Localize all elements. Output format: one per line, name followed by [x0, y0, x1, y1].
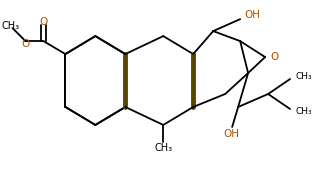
Text: CH₃: CH₃ — [1, 21, 19, 31]
Text: CH₃: CH₃ — [295, 108, 312, 116]
Text: OH: OH — [223, 129, 239, 139]
Text: O: O — [22, 39, 30, 49]
Text: CH₃: CH₃ — [154, 143, 172, 153]
Text: O: O — [39, 17, 48, 27]
Text: OH: OH — [244, 10, 260, 20]
Text: CH₃: CH₃ — [295, 71, 312, 81]
Text: O: O — [270, 52, 278, 62]
